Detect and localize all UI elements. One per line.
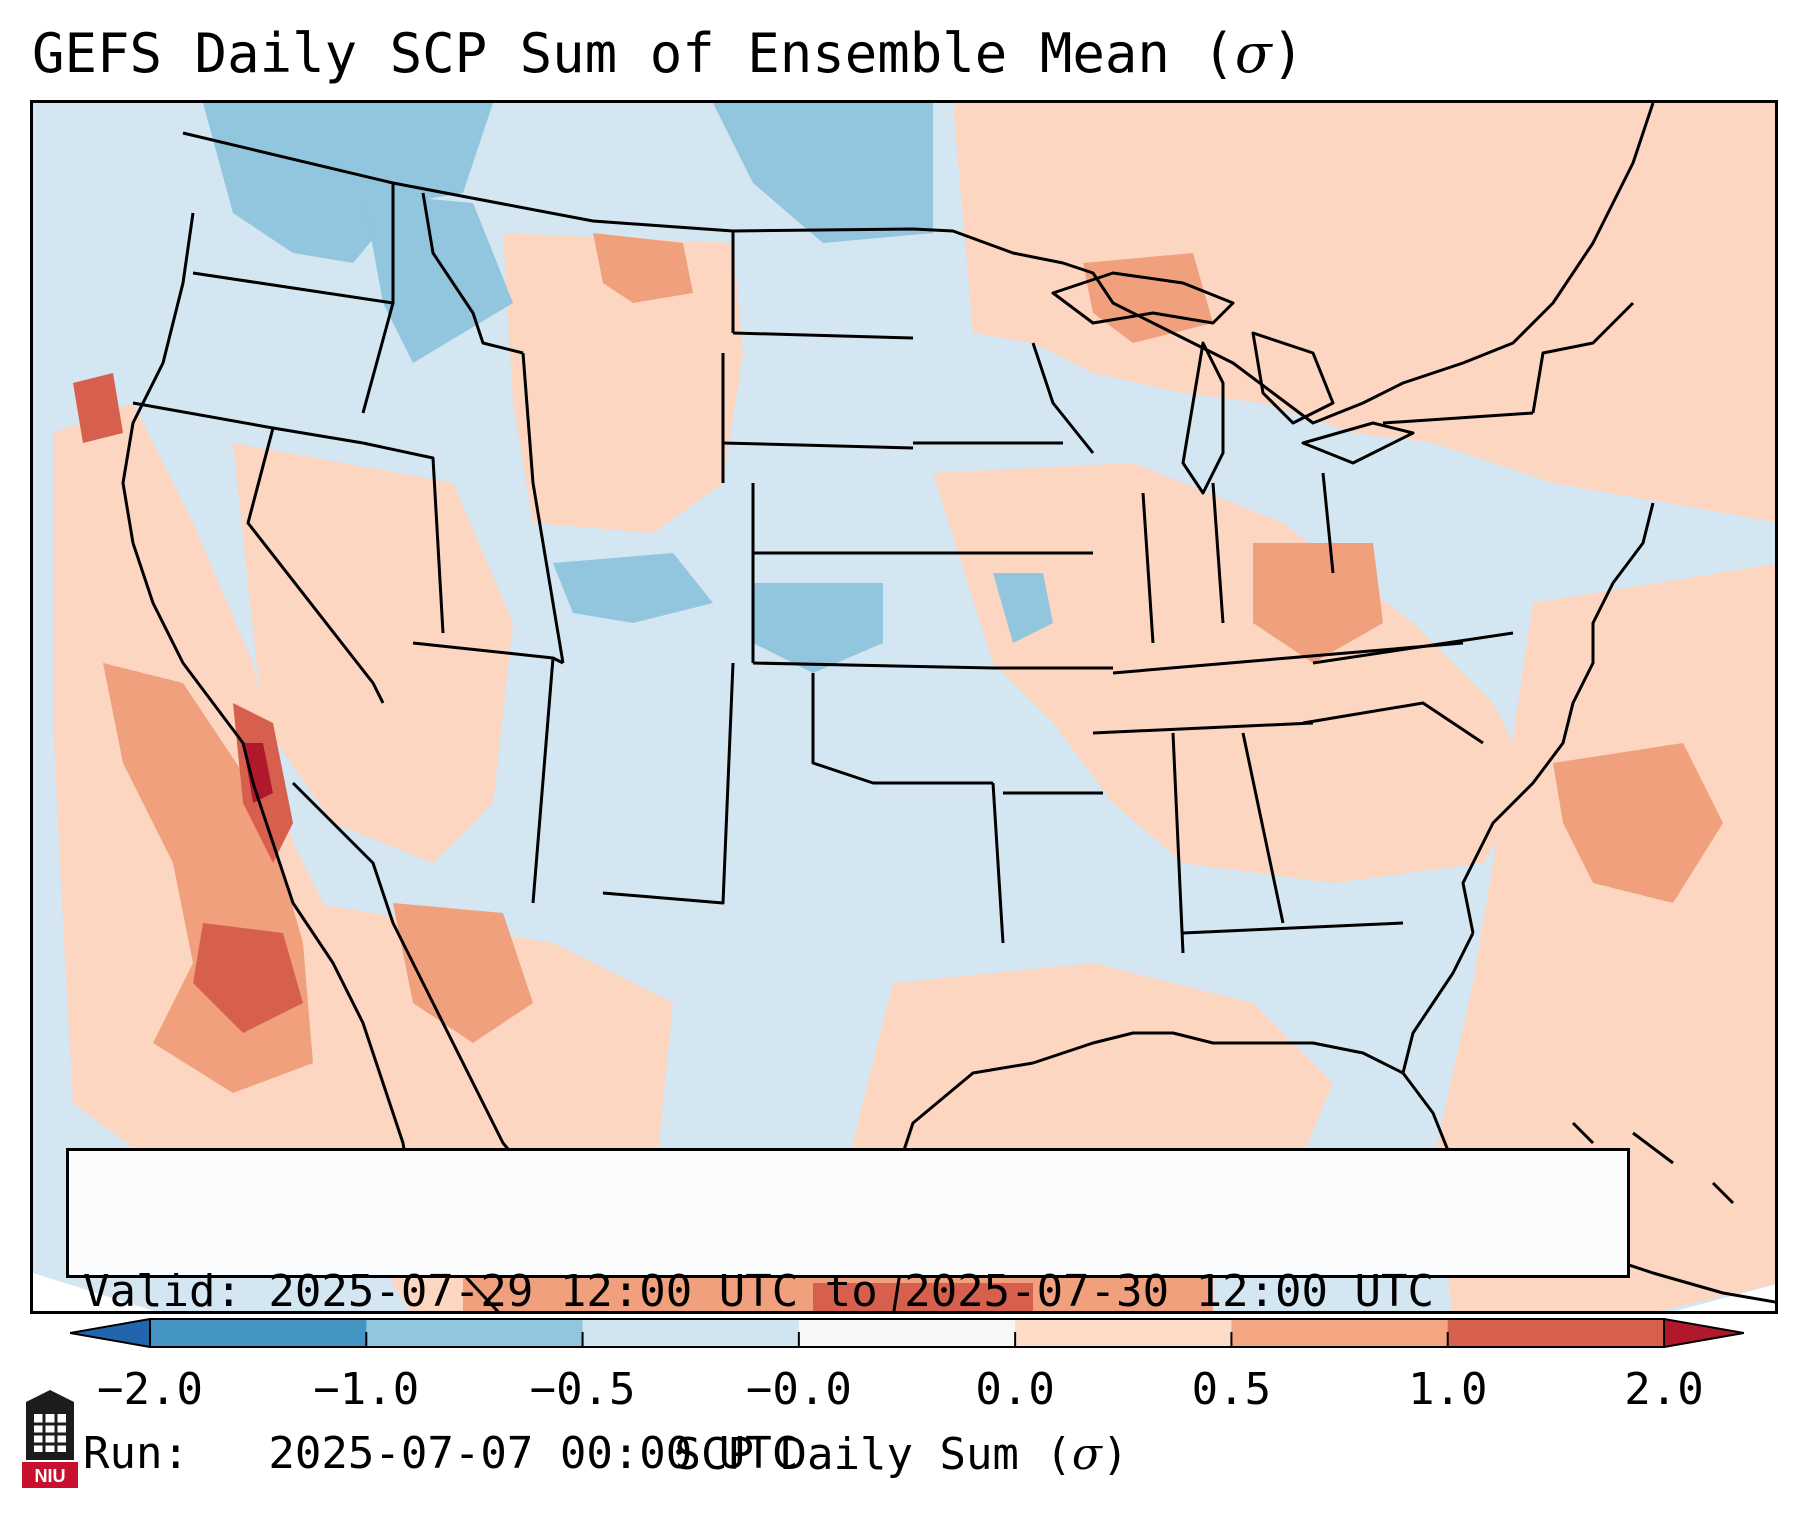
valid-time-box: Valid: 2025-07-29 12:00 UTC to 2025-07-3… [66,1148,1630,1479]
border-ks-ok [752,661,994,670]
colorbar-ticks [149,1332,1665,1348]
coastline-west [121,212,255,784]
strong-positive-regions [73,373,1033,1311]
border-il-in [1141,492,1155,644]
political-borders [121,103,1775,1311]
border-id-mt [421,192,524,355]
border-ne-states [1531,301,1635,414]
map-title: GEFS Daily SCP Sum of Ensemble Mean (σ) [32,22,1304,86]
border-co-ut [531,482,565,664]
patch-kansas [753,583,883,673]
valid-line: Valid: 2025-07-29 12:00 UTC to 2025-07-3… [83,1266,1435,1317]
logo-grid [34,1414,66,1452]
sigma-symbol: σ [1234,22,1272,85]
colorbar-tick-label: −0.5 [529,1364,636,1415]
patch-colorado [553,553,713,623]
region-midwest-east [933,463,1533,883]
colorbar-tick-label: 0.5 [1191,1364,1272,1415]
colorbar-over-triangle [1663,1318,1744,1348]
logo-red-band [22,1462,78,1488]
border-id-wy [521,352,535,484]
colorbar-bin [582,1319,800,1347]
border-nc-sc [1302,701,1484,745]
patch-montana [593,233,693,303]
border-nd-sd [732,331,914,340]
border-ok-tx [811,673,993,785]
run-line: Run: 2025-07-07 00:00 UTC [83,1428,799,1479]
islands-bahamas [1571,1121,1735,1205]
map-panel [30,100,1778,1314]
border-nv-ut [362,441,445,634]
border-nm-tx [602,662,735,905]
border-va-nc [1312,631,1514,665]
colorbar-tick-label: 2.0 [1624,1364,1704,1415]
lake-superior [1051,271,1235,325]
border-al-ga [1241,732,1285,924]
coastline-florida [1401,932,1475,1074]
region-northeast-canada [953,103,1775,522]
border-sd-ne [722,441,914,450]
border-in-oh [1211,482,1225,624]
patch-missouri [993,573,1053,643]
map-title-close: ) [1271,22,1305,85]
border-ms-al [1171,732,1185,954]
colorbar-bin [1015,1319,1232,1347]
colorbar-tick-label: 1.0 [1407,1364,1488,1415]
colorbar-label-close: ) [1101,1429,1129,1480]
colorbar [70,1318,1744,1348]
region-montana-plains [503,233,743,533]
map-canvas [33,103,1775,1311]
border-pa-ny [1382,411,1534,425]
border-mn-wi [1031,342,1095,454]
colorbar-bin [366,1319,584,1347]
colorbar-tick-label: −2.0 [97,1364,203,1415]
faded-corner-bottom-left [33,1273,154,1311]
border-az-nm [531,657,555,904]
border-tx-la [991,782,1005,944]
logo-text: NIU [35,1466,66,1486]
colorbar-bin [1447,1319,1665,1347]
lake-michigan [1181,341,1225,495]
colorbar-label-sigma: σ [1071,1429,1102,1480]
border-ca-nv [246,427,385,704]
patch-bottom-strong [813,1283,1033,1311]
border-wa-or [192,271,394,305]
colorbar-label: SCP Daily Sum (σ) [0,1428,1803,1482]
niu-logo: NIU [22,1390,78,1488]
colorbar-tick-label: −1.0 [313,1364,420,1415]
border-or-id [361,183,395,414]
patch-ohio [1253,543,1383,663]
patch-baja-max [243,743,273,803]
region-atlantic [1433,563,1775,1311]
colorbar-under-triangle [70,1318,151,1348]
lake-huron [1251,331,1335,425]
colorbar-bin [150,1319,367,1347]
region-great-basin [233,443,513,863]
patch-atlantic-east [1553,743,1723,903]
patch-dakota [713,103,933,243]
colorbar-tick-label: 0.0 [975,1364,1055,1415]
lake-erie [1301,421,1415,465]
patch-sonora [393,903,533,1043]
colorbar-bin [1231,1319,1449,1347]
border-us-canada [182,103,1655,425]
colorbar-bins [150,1319,1665,1347]
colorbar-bin [798,1319,1016,1347]
border-oh-pa [1321,472,1335,574]
patch-pacific-strong [73,373,123,443]
map-title-text: GEFS Daily SCP Sum of Ensemble Mean ( [32,22,1235,85]
colorbar-label-text: SCP Daily Sum ( [674,1429,1072,1480]
patch-washington [203,103,493,263]
border-ga-fl [1182,921,1404,935]
patch-baja-south [193,923,303,1033]
border-tn-ms [1092,721,1314,735]
faded-corner-bottom-right [1675,1284,1775,1311]
colorbar-tick-label: −0.0 [745,1364,852,1415]
coastline-east [1461,502,1655,934]
